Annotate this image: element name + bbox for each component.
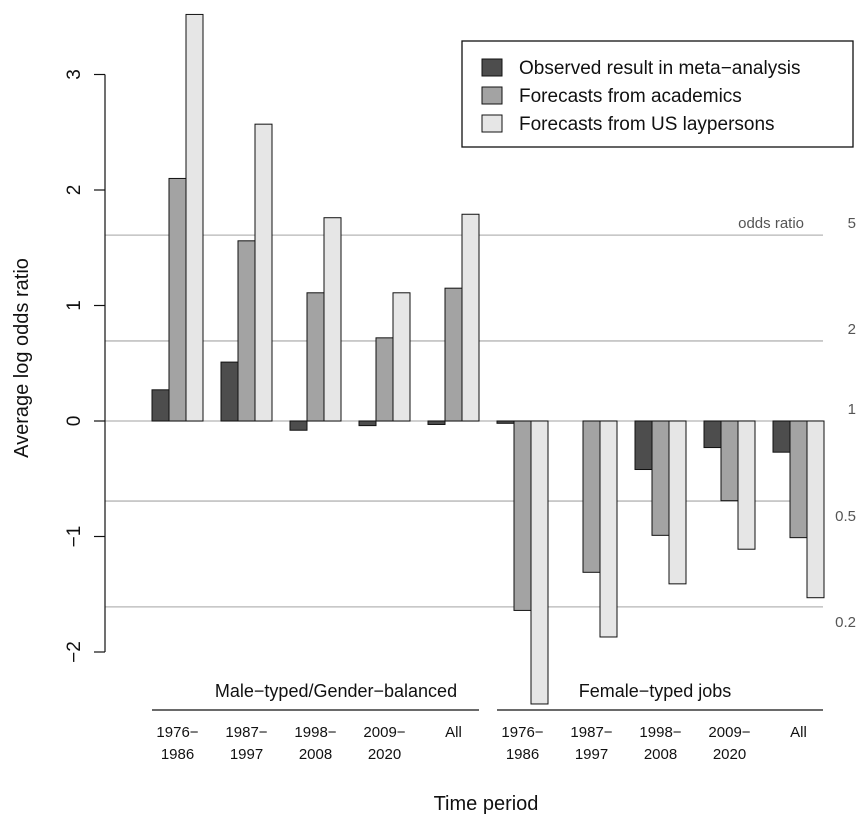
bar-series3-group2-cat3 [668, 420, 687, 585]
y-tick-label: 2 [64, 185, 85, 196]
legend: Observed result in meta−analysis Forecast… [461, 40, 854, 148]
bar-series3-group1-cat3 [323, 217, 342, 422]
bar-series1-group2-cat4 [703, 420, 722, 449]
y-tick-label: 0 [64, 416, 85, 427]
bars [151, 13, 825, 705]
category-label: 1998− [639, 724, 681, 741]
ref-label-2: 2 [848, 321, 856, 338]
legend-box [461, 40, 854, 148]
category-label: 1998− [294, 724, 336, 741]
group-label-1: Male−typed/Gender−balanced [215, 681, 457, 701]
y-tick-label: −1 [64, 526, 85, 548]
bar-series3-group1-cat5 [461, 213, 480, 422]
legend-label-2: Forecasts from academics [519, 86, 742, 107]
group-label-2: Female−typed jobs [579, 681, 732, 701]
bar-series3-group2-cat5 [806, 420, 825, 599]
category-label-line2: 1986 [161, 746, 194, 763]
bar-series2-group2-cat2 [582, 420, 601, 573]
ref-label-1: 1 [848, 401, 856, 418]
bar-series3-group1-cat4 [392, 292, 411, 422]
bar-series2-group2-cat1 [513, 420, 532, 611]
y-axis-title: Average log odds ratio [11, 258, 33, 458]
legend-swatch-1 [481, 58, 503, 77]
category-label: All [790, 724, 807, 741]
category-label: All [445, 724, 462, 741]
odds-ratio-title: odds ratio [738, 215, 804, 232]
bar-series3-group1-cat2 [254, 123, 273, 422]
bar-series2-group1-cat4 [375, 337, 394, 422]
bar-series1-group2-cat5 [772, 420, 791, 453]
category-label-line2: 2008 [299, 746, 332, 763]
category-label: 1987− [225, 724, 267, 741]
legend-label-3: Forecasts from US laypersons [519, 114, 775, 135]
category-label: 2009− [363, 724, 405, 741]
bar-series2-group2-cat3 [651, 420, 670, 536]
ref-label-0.5: 0.5 [835, 508, 856, 525]
category-label-line2: 1986 [506, 746, 539, 763]
y-tick-label: −2 [64, 641, 85, 663]
bar-series1-group1-cat3 [289, 420, 308, 431]
bar-series2-group1-cat5 [444, 287, 463, 422]
category-label: 1987− [570, 724, 612, 741]
y-tick-label: 3 [64, 69, 85, 80]
category-label-line2: 2020 [368, 746, 401, 763]
category-label-line2: 2008 [644, 746, 677, 763]
category-label: 1976− [156, 724, 198, 741]
category-label: 2009− [708, 724, 750, 741]
bar-series1-group2-cat1 [496, 420, 515, 424]
bar-series3-group1-cat1 [185, 13, 204, 422]
category-label: 1976− [501, 724, 543, 741]
bar-series3-group2-cat2 [599, 420, 618, 638]
x-axis-labels: Male−typed/Gender−balanced 1976− 1986 1987−… [152, 681, 823, 763]
ref-label-0.2: 0.2 [835, 614, 856, 631]
category-label-line2: 1997 [575, 746, 608, 763]
bar-series3-group2-cat4 [737, 420, 756, 550]
y-axis: −2 −1 0 1 2 3 [64, 69, 106, 663]
y-tick-label: 1 [64, 300, 85, 311]
legend-swatch-3 [481, 114, 503, 133]
bar-series2-group1-cat2 [237, 240, 256, 422]
ref-label-5: 5 [848, 215, 856, 232]
bar-series2-group1-cat1 [168, 177, 187, 422]
x-axis-title: Time period [434, 793, 539, 815]
bar-series2-group1-cat3 [306, 292, 325, 422]
bar-series1-group1-cat5 [427, 420, 446, 425]
bar-series1-group2-cat3 [634, 420, 653, 471]
bar-series1-group1-cat2 [220, 361, 239, 422]
bar-series1-group1-cat4 [358, 420, 377, 427]
bar-series1-group1-cat1 [151, 389, 170, 422]
category-label-line2: 1997 [230, 746, 263, 763]
legend-label-1: Observed result in meta−analysis [519, 58, 800, 79]
category-label-line2: 2020 [713, 746, 746, 763]
bar-series2-group2-cat4 [720, 420, 739, 502]
bar-series2-group2-cat5 [789, 420, 808, 539]
bar-series3-group2-cat1 [530, 420, 549, 705]
legend-swatch-2 [481, 86, 503, 105]
